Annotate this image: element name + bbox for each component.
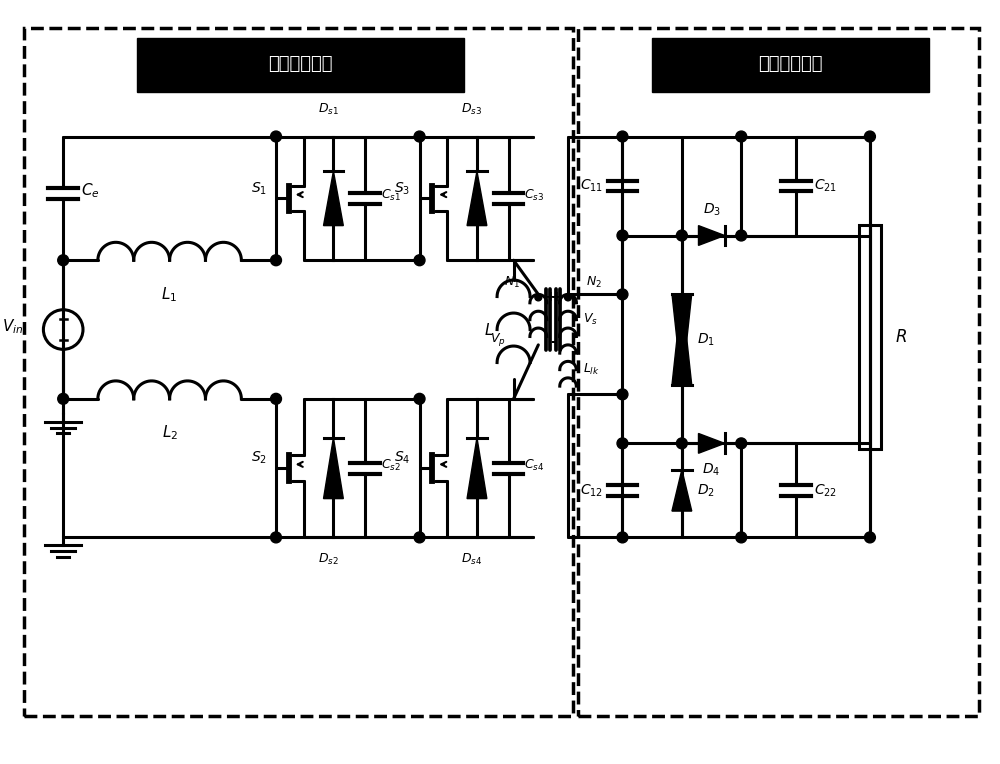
Polygon shape [324, 438, 343, 499]
Text: $C_{22}$: $C_{22}$ [814, 482, 837, 499]
Circle shape [271, 532, 281, 543]
Text: +: + [550, 290, 562, 304]
Text: $V_{in}$: $V_{in}$ [2, 317, 24, 336]
Text: $R$: $R$ [895, 328, 907, 346]
Bar [578, 28, 979, 716]
Text: $D_1$: $D_1$ [697, 332, 715, 348]
Text: $C_{11}$: $C_{11}$ [580, 178, 603, 194]
Text: $C_{21}$: $C_{21}$ [814, 178, 837, 194]
Text: $V_p$: $V_p$ [490, 331, 506, 348]
Text: $D_{s4}$: $D_{s4}$ [461, 552, 483, 568]
Bar [137, 37, 464, 92]
Polygon shape [467, 438, 487, 499]
Circle shape [414, 255, 425, 266]
Text: 开关电容回路: 开关电容回路 [758, 55, 823, 73]
Circle shape [736, 532, 747, 543]
Text: $C_{s4}$: $C_{s4}$ [524, 458, 545, 473]
Circle shape [864, 131, 875, 142]
Circle shape [617, 131, 628, 142]
Circle shape [414, 532, 425, 543]
Text: $D_{s2}$: $D_{s2}$ [318, 552, 339, 568]
Circle shape [736, 438, 747, 448]
Polygon shape [698, 225, 725, 245]
Circle shape [414, 131, 425, 142]
Circle shape [58, 255, 69, 266]
Text: $N_1$: $N_1$ [504, 275, 521, 290]
Polygon shape [672, 293, 692, 385]
Circle shape [676, 230, 687, 241]
Text: $S_1$: $S_1$ [251, 180, 267, 196]
Text: $N_2$: $N_2$ [586, 275, 602, 290]
Text: $S_2$: $S_2$ [251, 450, 267, 466]
Circle shape [58, 393, 69, 404]
Bar [859, 225, 881, 449]
Text: +: + [545, 290, 556, 304]
Text: $C_{s1}$: $C_{s1}$ [381, 188, 401, 203]
Circle shape [271, 131, 281, 142]
Polygon shape [467, 171, 487, 225]
Circle shape [617, 289, 628, 299]
Circle shape [617, 389, 628, 400]
Text: 电流倍增回路: 电流倍增回路 [269, 55, 333, 73]
Circle shape [535, 294, 542, 301]
Circle shape [736, 131, 747, 142]
Circle shape [736, 230, 747, 241]
Circle shape [271, 393, 281, 404]
Text: -: - [550, 335, 556, 349]
Circle shape [617, 532, 628, 543]
Text: $L_{lk}$: $L_{lk}$ [583, 362, 600, 377]
Circle shape [864, 532, 875, 543]
Text: $D_3$: $D_3$ [703, 201, 721, 218]
Circle shape [617, 230, 628, 241]
Text: $D_{s1}$: $D_{s1}$ [318, 102, 339, 117]
Bar [652, 37, 929, 92]
Text: $C_e$: $C_e$ [81, 181, 100, 200]
Text: $D_4$: $D_4$ [702, 461, 721, 478]
Polygon shape [672, 470, 692, 511]
Polygon shape [698, 433, 725, 453]
Circle shape [565, 294, 571, 301]
Text: $C_{s2}$: $C_{s2}$ [381, 458, 401, 473]
Text: $L_1$: $L_1$ [161, 285, 178, 304]
Polygon shape [672, 293, 692, 385]
Circle shape [414, 393, 425, 404]
Text: $L$: $L$ [484, 322, 494, 338]
Bar [24, 28, 573, 716]
Text: $C_{s3}$: $C_{s3}$ [524, 188, 545, 203]
Text: $S_3$: $S_3$ [394, 180, 411, 196]
Text: $D_2$: $D_2$ [697, 482, 715, 499]
Circle shape [617, 438, 628, 448]
Circle shape [676, 438, 687, 448]
Text: $L_2$: $L_2$ [162, 423, 178, 442]
Text: $S_4$: $S_4$ [394, 450, 411, 466]
Circle shape [271, 255, 281, 266]
Polygon shape [324, 171, 343, 225]
Text: -: - [550, 335, 557, 349]
Text: $C_{12}$: $C_{12}$ [580, 482, 603, 499]
Text: $D_{s3}$: $D_{s3}$ [461, 102, 483, 117]
Text: $V_s$: $V_s$ [583, 312, 598, 327]
